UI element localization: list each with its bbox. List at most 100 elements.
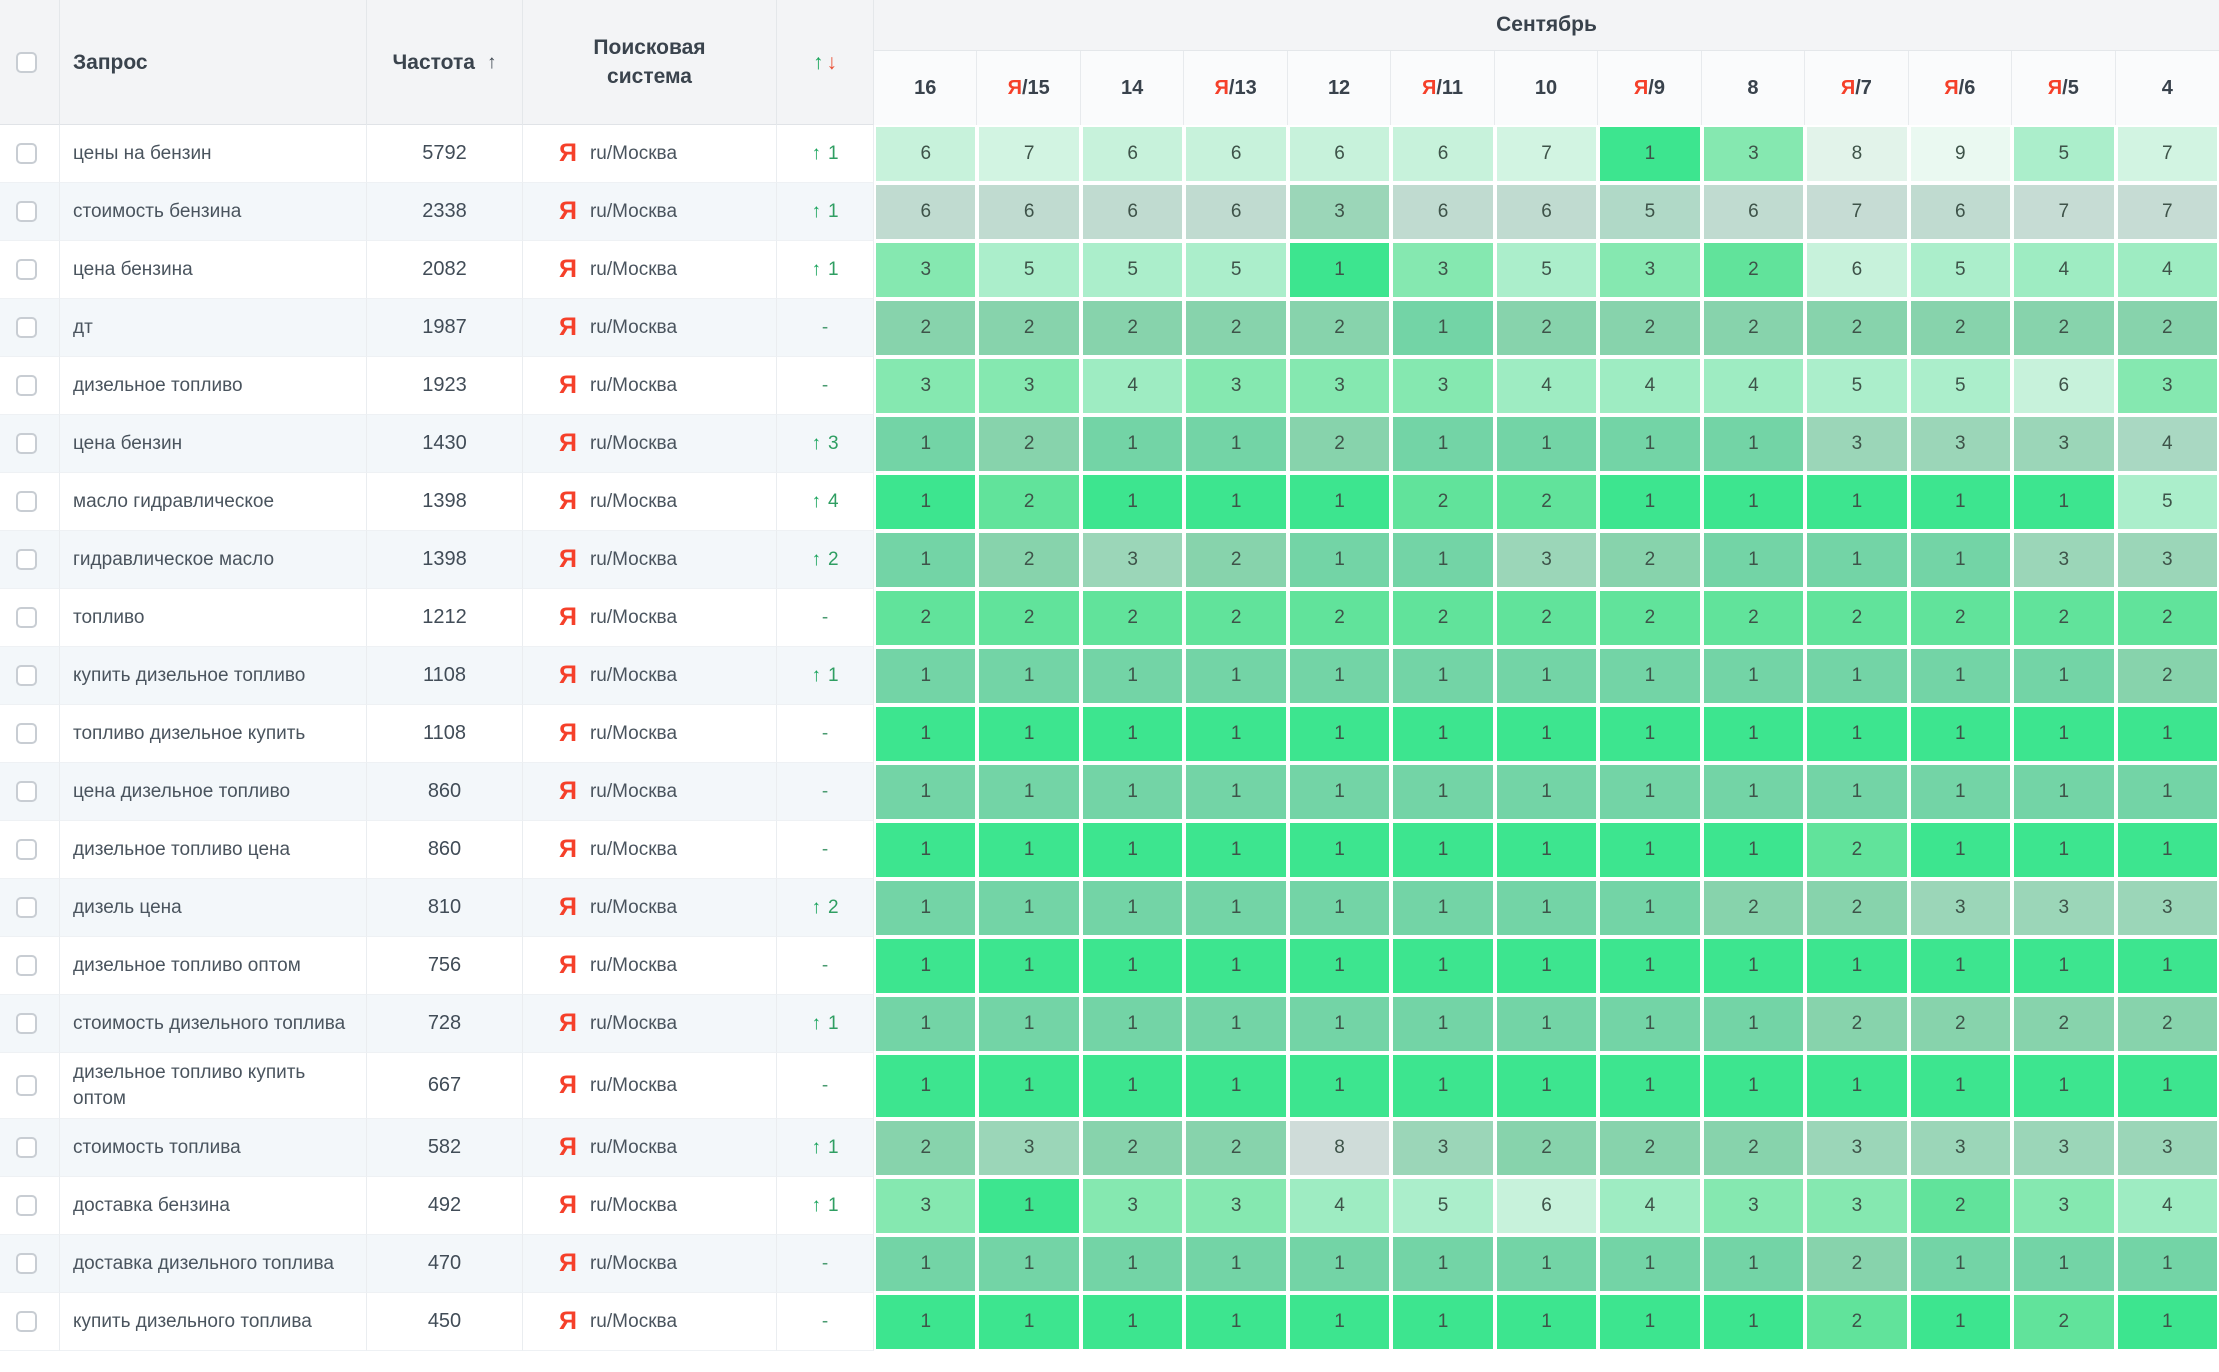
- position-cell[interactable]: 2: [1494, 473, 1599, 531]
- position-cell[interactable]: 2: [1805, 1293, 1909, 1352]
- row-checkbox[interactable]: [16, 839, 37, 860]
- position-cell[interactable]: 4: [1287, 1177, 1392, 1236]
- position-cell[interactable]: 1: [1080, 415, 1185, 473]
- position-cell[interactable]: 1: [1701, 821, 1806, 879]
- date-header-cell[interactable]: 12: [1288, 51, 1392, 125]
- position-cell[interactable]: 1: [1080, 821, 1185, 879]
- position-cell[interactable]: 1: [2115, 937, 2219, 995]
- position-cell[interactable]: 1: [874, 763, 978, 821]
- position-cell[interactable]: 1: [2115, 763, 2219, 821]
- position-cell[interactable]: 3: [874, 241, 978, 299]
- position-cell[interactable]: 3: [1701, 125, 1806, 183]
- query-cell[interactable]: стоимость дизельного топлива: [60, 995, 367, 1053]
- position-cell[interactable]: 6: [1805, 241, 1909, 299]
- position-cell[interactable]: 3: [1287, 183, 1392, 241]
- position-cell[interactable]: 2: [977, 473, 1081, 531]
- position-cell[interactable]: 2: [1080, 299, 1185, 357]
- date-header-cell[interactable]: 4: [2116, 51, 2219, 125]
- query-cell[interactable]: купить дизельного топлива: [60, 1293, 367, 1352]
- position-cell[interactable]: 3: [2012, 879, 2116, 937]
- position-cell[interactable]: 2: [1287, 589, 1392, 647]
- position-cell[interactable]: 2: [1184, 531, 1288, 589]
- position-cell[interactable]: 1: [1184, 1235, 1288, 1294]
- position-cell[interactable]: 1: [1598, 473, 1702, 531]
- query-cell[interactable]: стоимость бензина: [60, 183, 367, 241]
- position-cell[interactable]: 1: [1908, 647, 2013, 705]
- position-cell[interactable]: 1: [1908, 763, 2013, 821]
- position-cell[interactable]: 2: [1805, 821, 1909, 879]
- position-cell[interactable]: 4: [1494, 357, 1599, 415]
- position-cell[interactable]: 1: [1598, 415, 1702, 473]
- position-cell[interactable]: 6: [1080, 125, 1185, 183]
- position-cell[interactable]: 2: [2012, 299, 2116, 357]
- row-checkbox[interactable]: [16, 201, 37, 222]
- row-checkbox[interactable]: [16, 1311, 37, 1333]
- position-cell[interactable]: 2: [1908, 1177, 2013, 1236]
- position-cell[interactable]: 1: [977, 821, 1081, 879]
- position-cell[interactable]: 1: [1287, 821, 1392, 879]
- position-cell[interactable]: 1: [1598, 705, 1702, 763]
- position-cell[interactable]: 1: [1805, 473, 1909, 531]
- position-cell[interactable]: 2: [1805, 589, 1909, 647]
- position-cell[interactable]: 1: [1080, 473, 1185, 531]
- position-cell[interactable]: 1: [2012, 473, 2116, 531]
- position-cell[interactable]: 1: [1701, 705, 1806, 763]
- position-cell[interactable]: 6: [1287, 125, 1392, 183]
- position-cell[interactable]: 5: [2012, 125, 2116, 183]
- position-cell[interactable]: 1: [977, 1293, 1081, 1352]
- position-cell[interactable]: 1: [874, 1293, 978, 1352]
- position-cell[interactable]: 1: [1391, 415, 1495, 473]
- position-cell[interactable]: 1: [1805, 647, 1909, 705]
- position-cell[interactable]: 1: [1701, 415, 1806, 473]
- query-cell[interactable]: цены на бензин: [60, 125, 367, 183]
- position-cell[interactable]: 2: [874, 299, 978, 357]
- position-cell[interactable]: 5: [1805, 357, 1909, 415]
- position-cell[interactable]: 2: [1287, 415, 1392, 473]
- position-cell[interactable]: 1: [1184, 473, 1288, 531]
- position-cell[interactable]: 3: [1287, 357, 1392, 415]
- position-cell[interactable]: 1: [1908, 821, 2013, 879]
- position-cell[interactable]: 3: [1908, 879, 2013, 937]
- position-cell[interactable]: 1: [1184, 879, 1288, 937]
- row-checkbox[interactable]: [16, 491, 37, 512]
- position-cell[interactable]: 5: [1908, 357, 2013, 415]
- position-cell[interactable]: 1: [2115, 1293, 2219, 1352]
- position-cell[interactable]: 1: [1494, 821, 1599, 879]
- position-cell[interactable]: 5: [1494, 241, 1599, 299]
- position-cell[interactable]: 1: [1080, 1053, 1185, 1120]
- position-cell[interactable]: 4: [1598, 1177, 1702, 1236]
- position-cell[interactable]: 1: [2012, 1235, 2116, 1294]
- position-cell[interactable]: 2: [1598, 531, 1702, 589]
- query-cell[interactable]: дизельное топливо оптом: [60, 937, 367, 995]
- query-cell[interactable]: купить дизельное топливо: [60, 647, 367, 705]
- position-cell[interactable]: 1: [874, 821, 978, 879]
- position-cell[interactable]: 1: [977, 937, 1081, 995]
- position-cell[interactable]: 1: [1494, 647, 1599, 705]
- position-cell[interactable]: 1: [1080, 937, 1185, 995]
- position-cell[interactable]: 1: [1184, 1293, 1288, 1352]
- query-cell[interactable]: доставка бензина: [60, 1177, 367, 1236]
- position-cell[interactable]: 3: [2115, 357, 2219, 415]
- query-cell[interactable]: дизельное топливо: [60, 357, 367, 415]
- position-cell[interactable]: 2: [1391, 473, 1495, 531]
- position-cell[interactable]: 4: [1598, 357, 1702, 415]
- position-cell[interactable]: 1: [977, 1053, 1081, 1120]
- position-cell[interactable]: 6: [1494, 1177, 1599, 1236]
- position-cell[interactable]: 1: [2115, 705, 2219, 763]
- position-cell[interactable]: 1: [2012, 1053, 2116, 1120]
- position-cell[interactable]: 3: [1391, 1119, 1495, 1178]
- date-header-cell[interactable]: Я/15: [977, 51, 1081, 125]
- position-cell[interactable]: 4: [2115, 415, 2219, 473]
- position-cell[interactable]: 1: [1391, 821, 1495, 879]
- position-cell[interactable]: 3: [874, 1177, 978, 1236]
- position-cell[interactable]: 6: [1494, 183, 1599, 241]
- position-cell[interactable]: 4: [1701, 357, 1806, 415]
- position-cell[interactable]: 6: [1391, 125, 1495, 183]
- row-checkbox[interactable]: [16, 549, 37, 570]
- position-cell[interactable]: 1: [977, 647, 1081, 705]
- position-cell[interactable]: 2: [1805, 1235, 1909, 1294]
- position-cell[interactable]: 1: [1287, 241, 1392, 299]
- position-cell[interactable]: 7: [2115, 183, 2219, 241]
- date-header-cell[interactable]: 10: [1495, 51, 1599, 125]
- position-cell[interactable]: 1: [1701, 1293, 1806, 1352]
